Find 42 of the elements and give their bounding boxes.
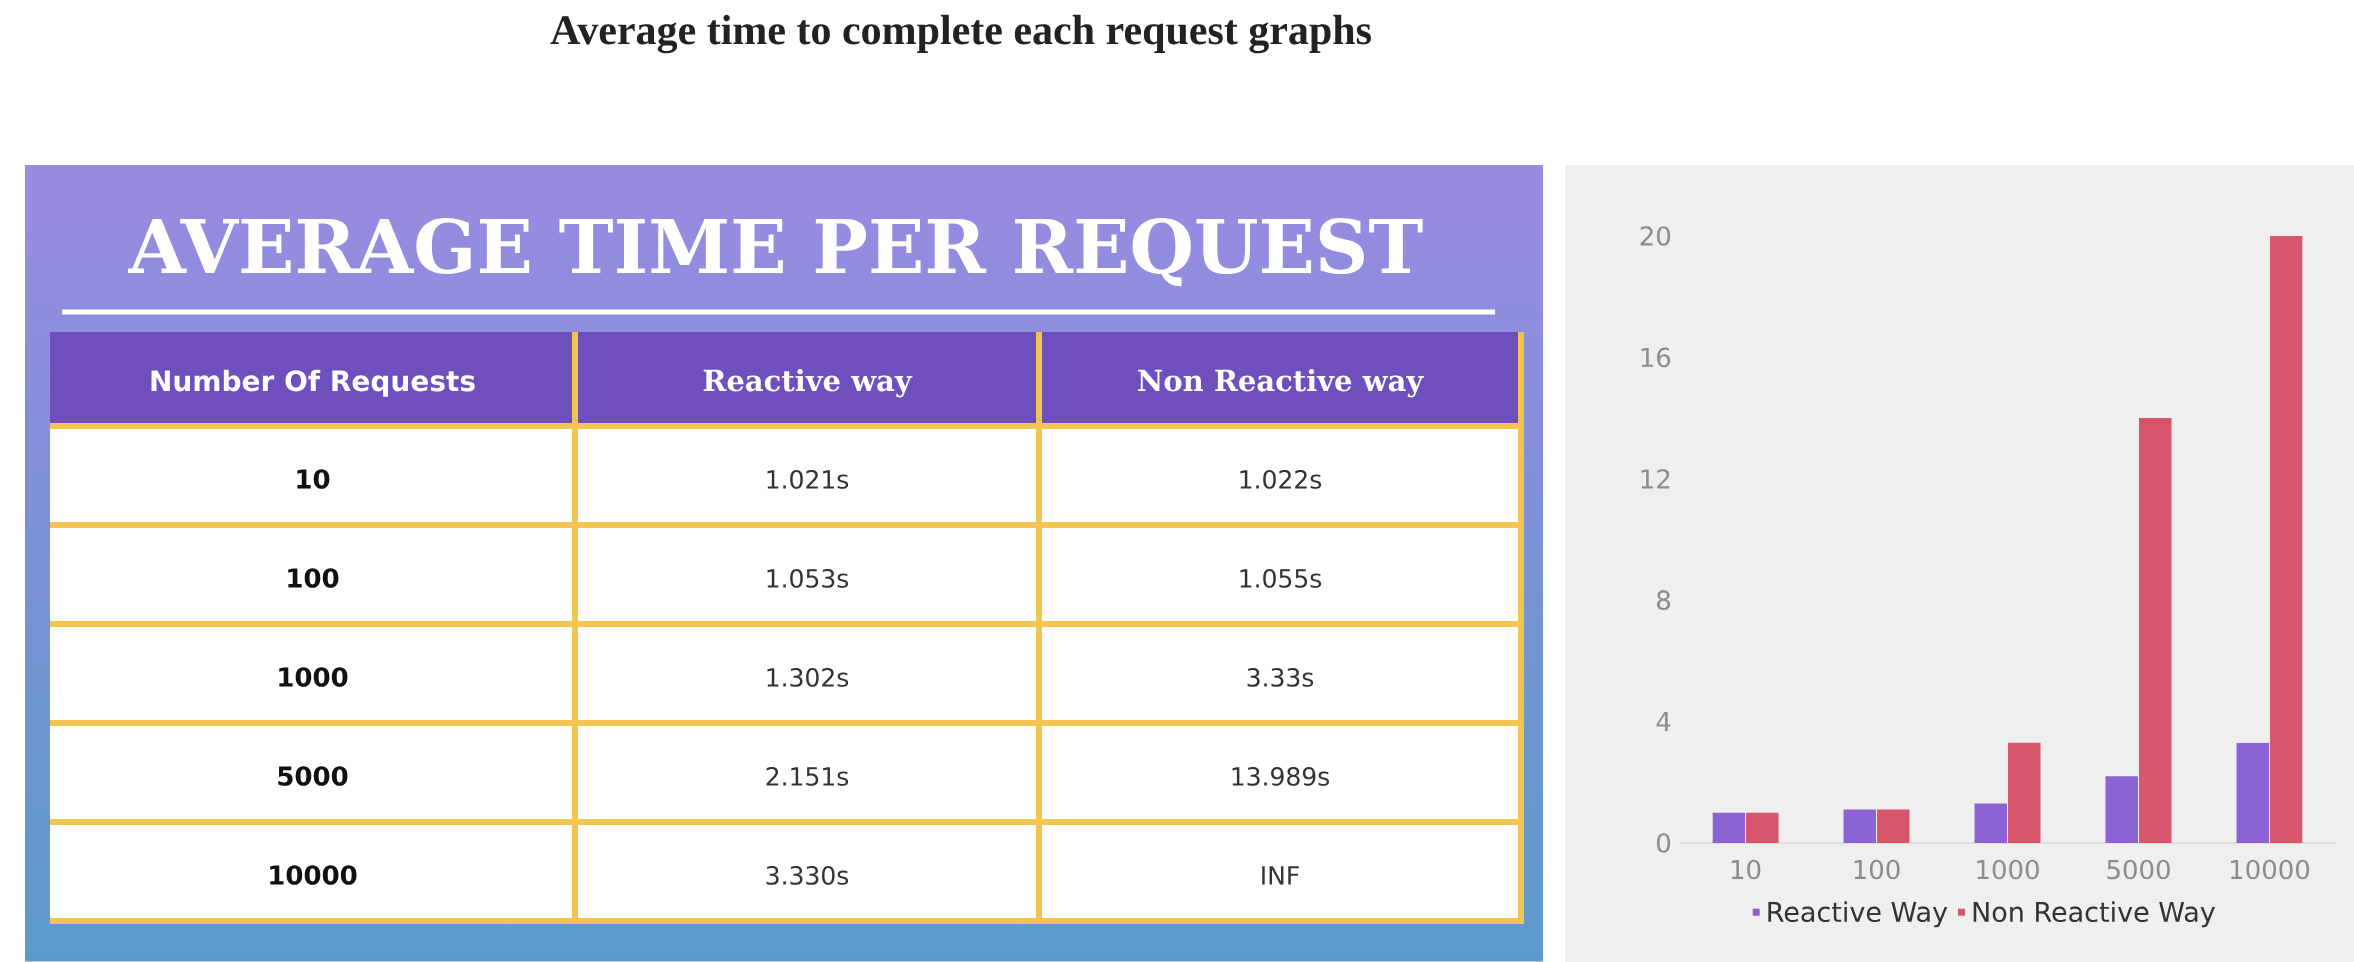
- bar: [1974, 803, 2008, 843]
- text: 1000: [279, 667, 348, 687]
- bar: [1877, 809, 1910, 843]
- y-tick-label: 20: [1640, 226, 1671, 246]
- category-label: Number Of Requests: [151, 369, 475, 397]
- y-tick-label: 12: [1641, 469, 1670, 489]
- bar: [1843, 809, 1877, 843]
- x-tick-label: 1000: [1977, 859, 2039, 880]
- text: 1.022s: [1240, 469, 1322, 489]
- category-label: Reactive way: [703, 368, 913, 398]
- text: 3.33s: [1247, 667, 1314, 687]
- y-tick-label: 4: [1656, 712, 1671, 732]
- text: INF: [1262, 866, 1299, 885]
- x-tick-label: 10: [1731, 859, 1761, 880]
- y-tick-label: 16: [1641, 347, 1671, 368]
- text: 1.055s: [1240, 568, 1322, 588]
- text: 100: [288, 568, 339, 588]
- y-tick-label: 8: [1657, 590, 1671, 611]
- x-tick-label: 5000: [2107, 859, 2170, 880]
- text: Average time to complete each request graphs: [550, 14, 1371, 54]
- text: 2.151s: [766, 766, 849, 786]
- text: 3.330s: [766, 865, 849, 885]
- y-tick-label: 0: [1656, 833, 1671, 853]
- x-tick-label: 10000: [2231, 859, 2310, 880]
- text: 1.302s: [767, 667, 849, 687]
- legend-label: Reactive Way: [1768, 901, 1948, 928]
- bar: [2139, 418, 2172, 843]
- bar: [1746, 812, 1779, 843]
- category-label: Non Reactive way: [1138, 368, 1424, 398]
- text: 5000: [278, 766, 348, 786]
- bar: [2105, 776, 2139, 843]
- text: 10: [297, 469, 330, 489]
- text: AVERAGE TIME PER REQUEST: [127, 218, 1423, 287]
- bar: [2008, 742, 2041, 843]
- bar: [2270, 236, 2303, 843]
- x-tick-label: 100: [1854, 859, 1900, 880]
- text: 1.053s: [767, 568, 849, 588]
- legend-label: Non Reactive Way: [1973, 901, 2215, 928]
- text: 1.021s: [767, 469, 849, 489]
- bar: [2236, 742, 2270, 843]
- bar: [1712, 812, 1746, 843]
- text: 13.989s: [1232, 766, 1330, 786]
